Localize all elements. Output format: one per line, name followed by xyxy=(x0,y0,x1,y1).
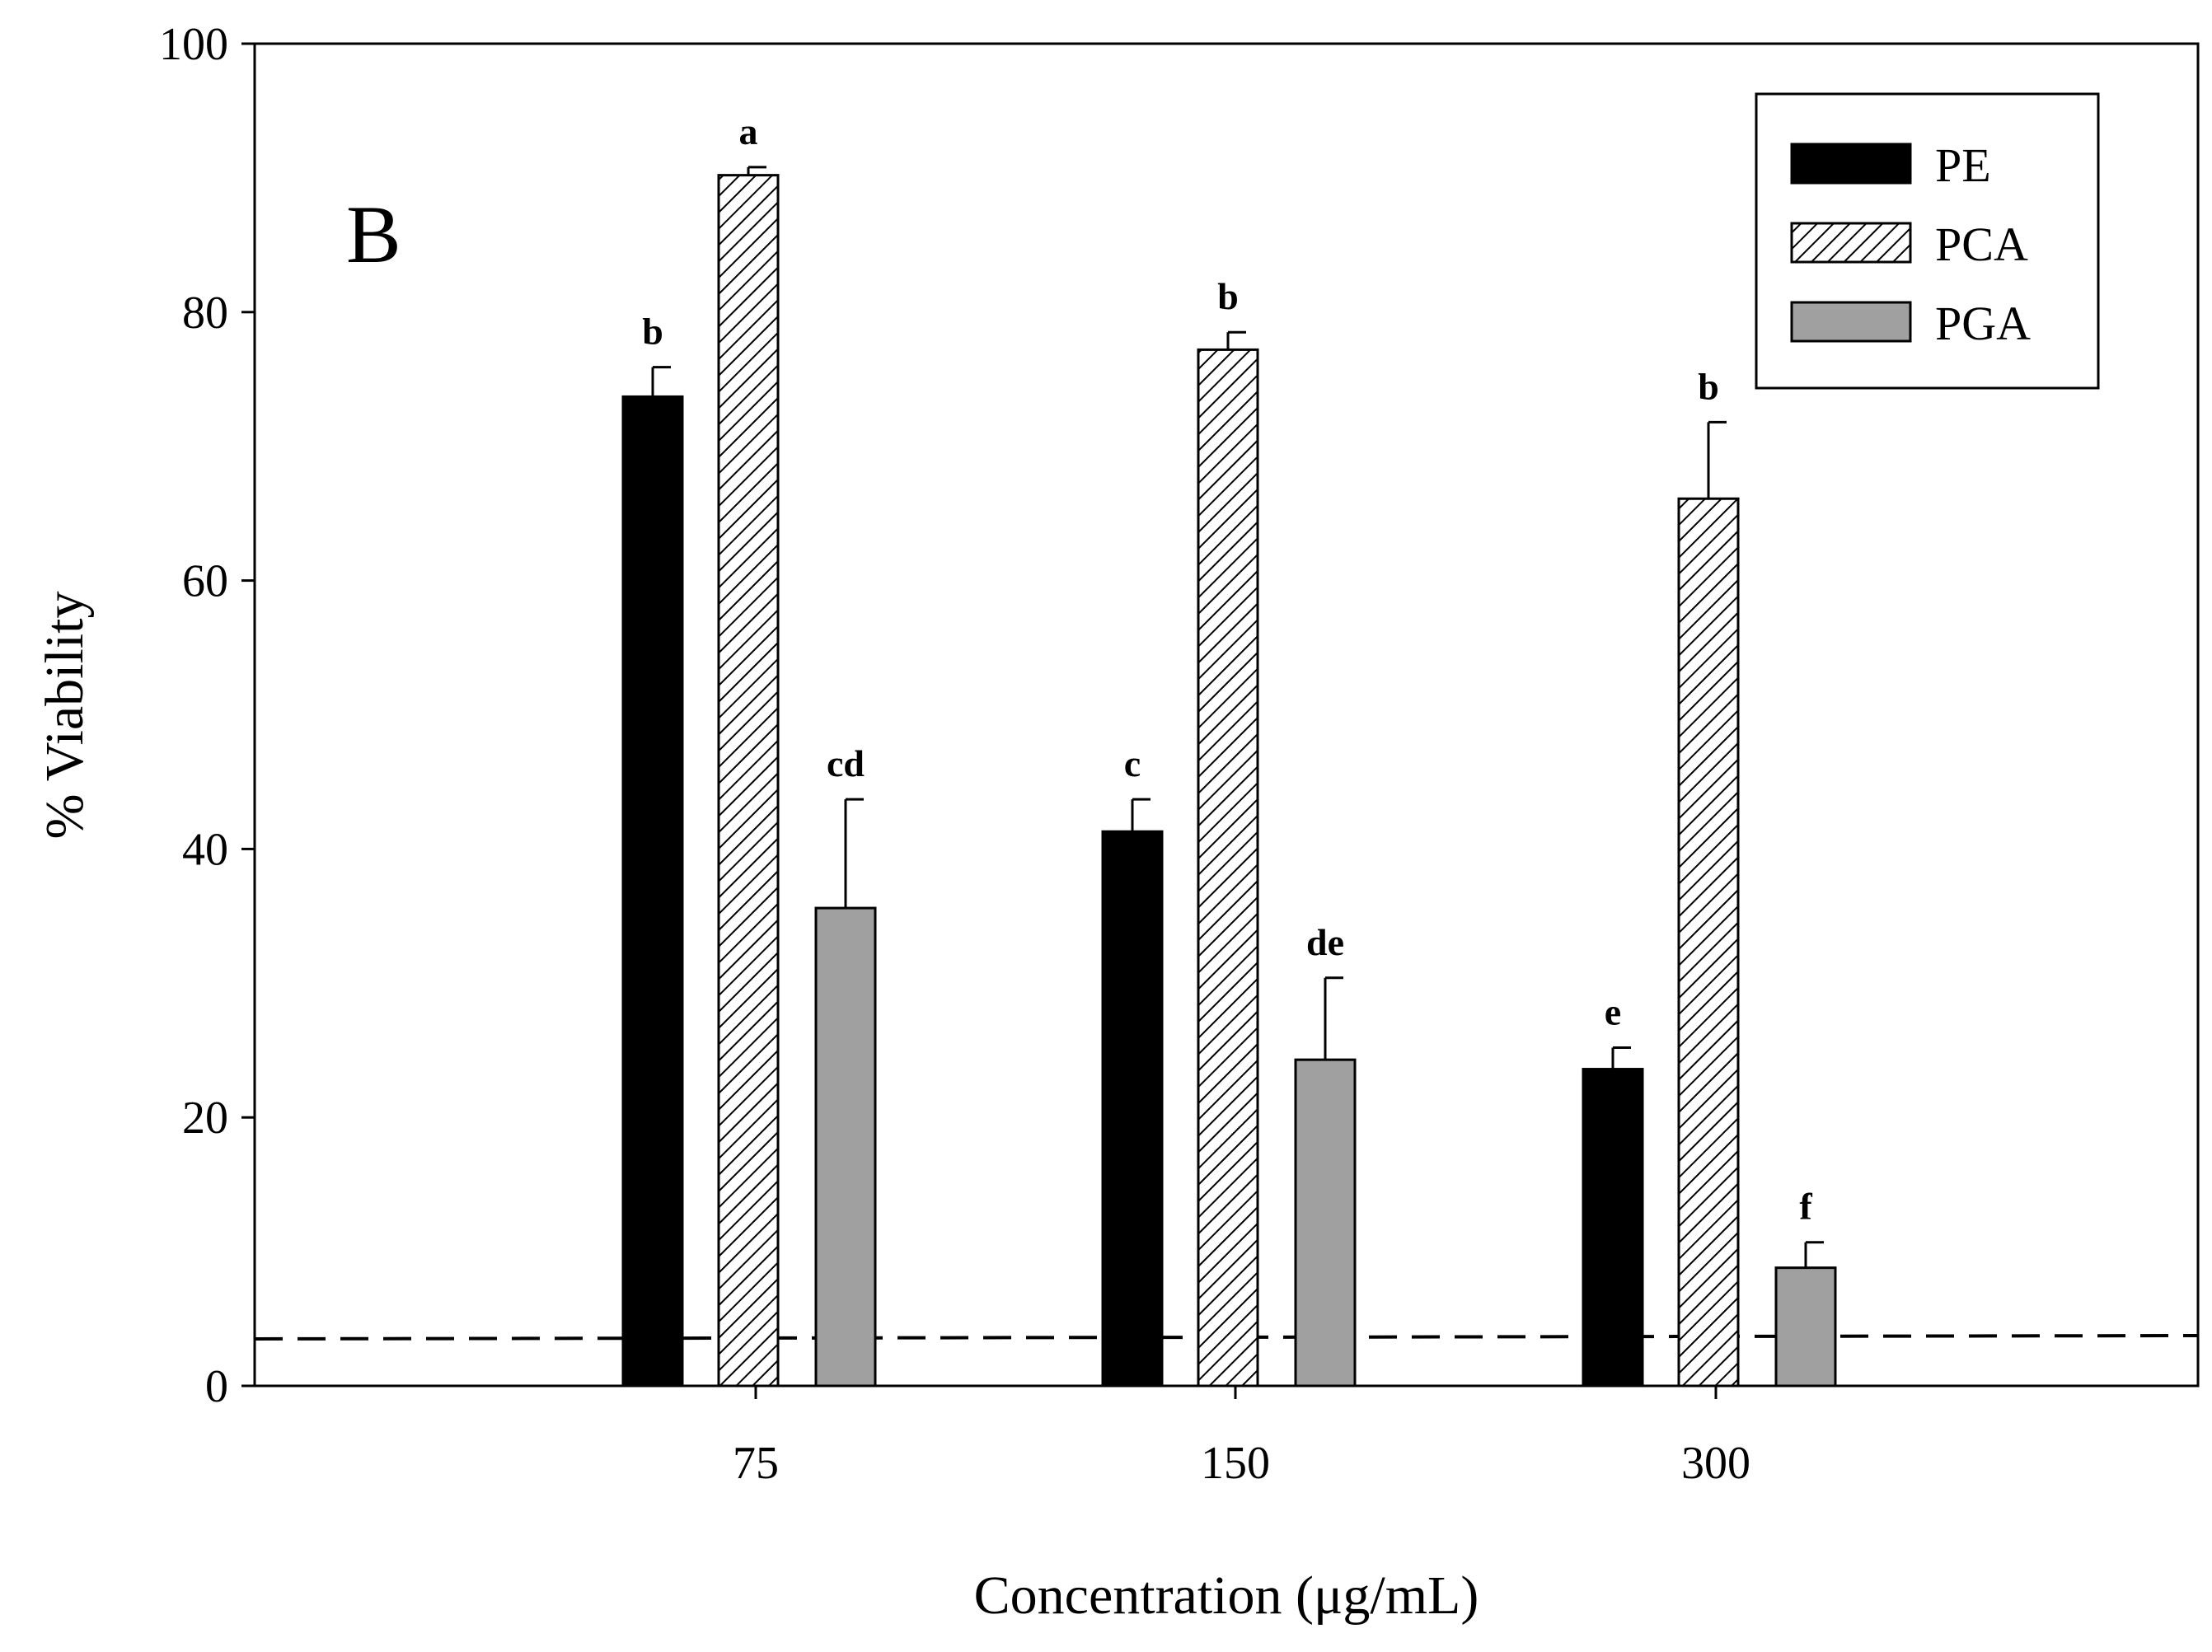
bar-pe xyxy=(1582,1068,1644,1388)
y-tick-label: 0 xyxy=(205,1361,228,1412)
significance-letter: b xyxy=(1217,275,1239,317)
legend-swatch-pga xyxy=(1790,301,1912,343)
significance-letter: cd xyxy=(827,742,865,784)
bar-pca xyxy=(717,174,780,1388)
legend-swatch-pca xyxy=(1790,222,1912,264)
bar-pga xyxy=(1774,1266,1837,1388)
legend-label-pe: PE xyxy=(1935,138,1991,192)
y-tick-label: 100 xyxy=(159,19,228,70)
significance-letter: e xyxy=(1605,990,1621,1032)
y-axis: 0 20 40 60 80 100 xyxy=(159,19,255,1412)
legend-label-pca: PCA xyxy=(1935,218,2028,271)
significance-letter: b xyxy=(1698,365,1719,407)
y-tick-label: 60 xyxy=(182,556,228,607)
panel-label: B xyxy=(346,189,401,280)
y-axis-title: % Viability xyxy=(35,592,95,840)
x-tick-label: 150 xyxy=(1201,1438,1270,1489)
bar-pca xyxy=(1677,497,1740,1388)
significance-letter: a xyxy=(739,110,758,152)
y-tick-label: 20 xyxy=(182,1093,228,1144)
bar-pga xyxy=(1294,1058,1357,1388)
x-tick-label: 75 xyxy=(733,1438,779,1489)
reference-line xyxy=(254,1333,2199,1341)
x-axis: 75 150 300 xyxy=(733,1386,1750,1489)
x-tick-label: 300 xyxy=(1681,1438,1750,1489)
significance-letter: de xyxy=(1306,921,1344,963)
x-axis-title: Concentration (μg/mL) xyxy=(974,1565,1479,1626)
dashed-line xyxy=(254,1333,2199,1341)
legend: PE PCA PGA xyxy=(1755,92,2100,390)
legend-swatch-pe xyxy=(1790,143,1912,185)
y-tick-label: 40 xyxy=(182,824,228,875)
significance-letter: c xyxy=(1124,742,1141,784)
bar-pe xyxy=(621,395,684,1388)
bar-pe xyxy=(1101,830,1164,1388)
bar-pga xyxy=(814,906,877,1388)
bars: b c e a b b cd de f xyxy=(621,110,1837,1388)
legend-label-pga: PGA xyxy=(1935,297,2031,350)
y-tick-label: 80 xyxy=(182,288,228,339)
significance-letter: f xyxy=(1799,1186,1812,1228)
significance-letter: b xyxy=(642,311,663,353)
bar-pca xyxy=(1197,348,1259,1388)
